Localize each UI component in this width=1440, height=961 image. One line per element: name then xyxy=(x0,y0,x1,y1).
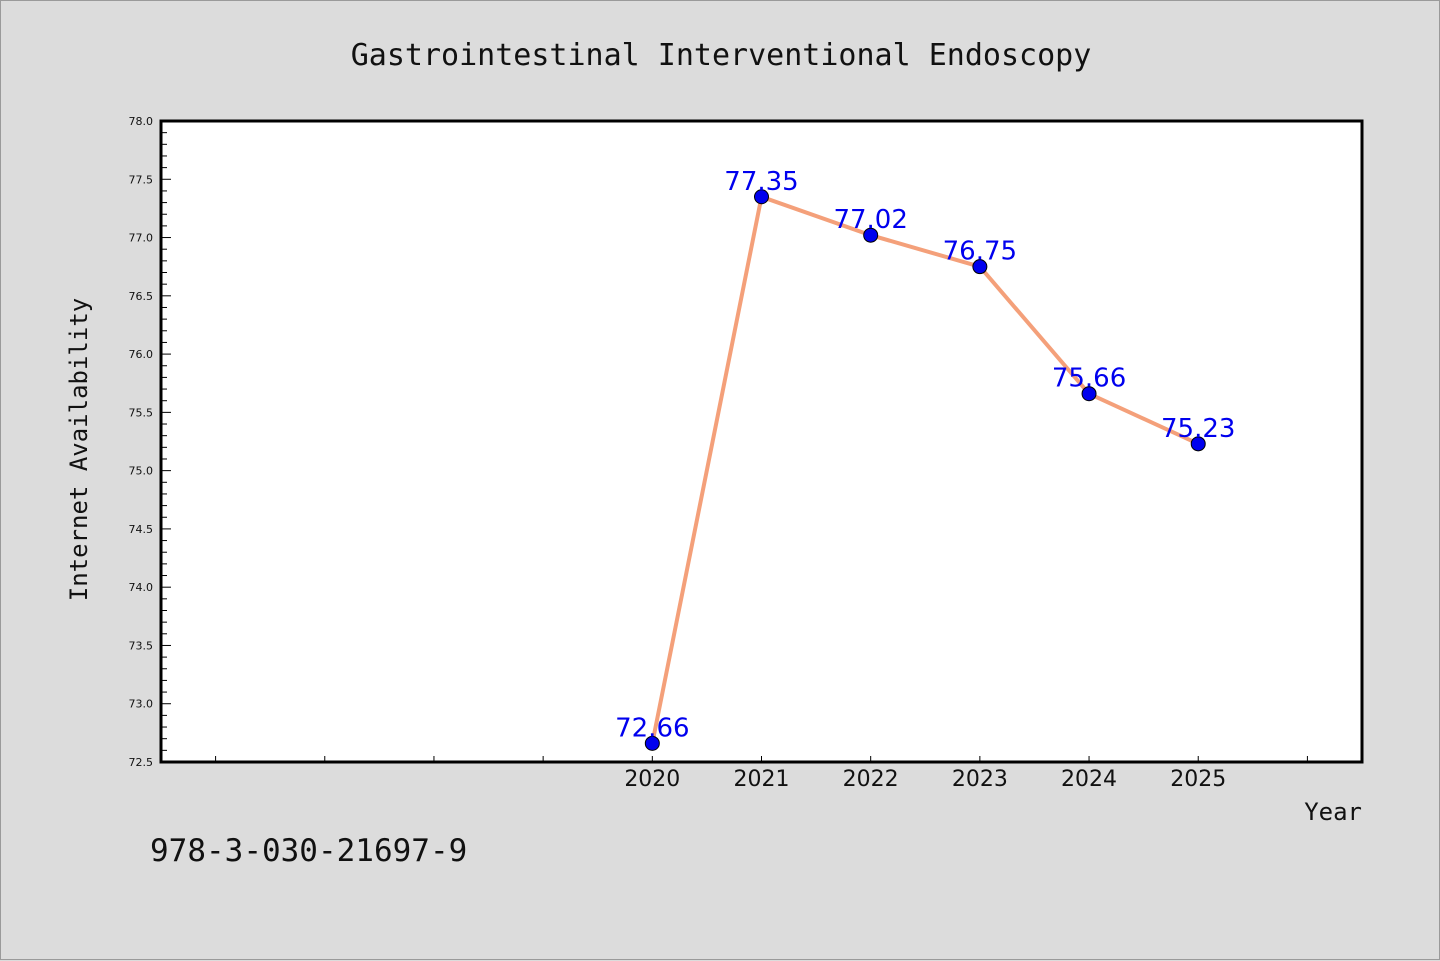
data-label: 72.66 xyxy=(615,713,689,743)
data-label: 75.23 xyxy=(1161,414,1235,444)
y-tick-label: 75.5 xyxy=(129,406,154,419)
data-label: 76.75 xyxy=(943,237,1017,267)
x-tick-label: 2025 xyxy=(1170,767,1226,792)
x-tick-label: 2023 xyxy=(952,767,1008,792)
x-tick-label: 2022 xyxy=(843,767,899,792)
data-label: 77.35 xyxy=(724,167,798,197)
data-point xyxy=(754,189,769,205)
data-point xyxy=(863,227,879,243)
y-tick-label: 74.5 xyxy=(129,523,154,536)
data-point xyxy=(1190,436,1206,452)
x-axis-label: Year xyxy=(1304,798,1362,826)
y-tick-label: 73.0 xyxy=(129,698,154,711)
y-tick-label: 76.0 xyxy=(129,348,154,361)
y-tick-label: 75.0 xyxy=(129,465,154,478)
y-tick-label: 77.0 xyxy=(129,232,154,245)
y-tick-label: 76.5 xyxy=(129,290,154,303)
data-point xyxy=(972,259,988,275)
x-tick-label: 2021 xyxy=(734,767,790,792)
y-tick-label: 77.5 xyxy=(129,173,154,186)
data-point xyxy=(644,735,660,751)
data-point xyxy=(1081,386,1097,402)
plot-area xyxy=(161,121,1362,762)
y-axis-label: Internet Availability xyxy=(65,298,93,601)
y-tick-label: 73.5 xyxy=(129,639,154,652)
y-tick-label: 78.0 xyxy=(129,115,154,128)
data-label: 75.66 xyxy=(1052,364,1126,394)
footer-isbn-text: 978-3-030-21697-9 xyxy=(150,833,468,869)
y-tick-label: 72.5 xyxy=(129,756,154,769)
series-line xyxy=(650,194,1201,746)
plot-border xyxy=(159,119,1364,764)
x-tick-label: 2020 xyxy=(624,767,680,792)
data-label: 77.02 xyxy=(833,205,907,235)
x-tick-label: 2024 xyxy=(1061,767,1117,792)
chart-title: Gastrointestinal Interventional Endoscop… xyxy=(351,38,1092,73)
y-tick-label: 74.0 xyxy=(129,581,154,594)
